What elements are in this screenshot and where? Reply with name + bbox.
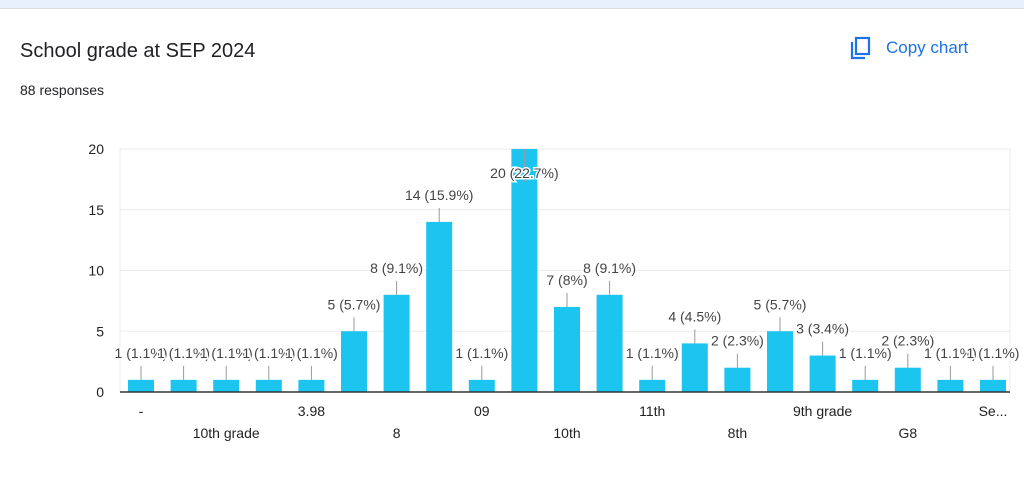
x-tick-label: 10th grade [193, 425, 260, 441]
copy-icon [850, 36, 871, 60]
copy-chart-label: Copy chart [886, 38, 969, 57]
data-label: 1 (1.1%) [967, 345, 1020, 361]
y-tick-label: 10 [88, 263, 104, 279]
bar [767, 331, 793, 392]
x-tick-label: 09 [474, 403, 490, 419]
bar [681, 343, 708, 392]
data-label: 1 (1.1%) [285, 345, 338, 361]
bar [554, 306, 580, 392]
x-tick-label: Se... [979, 403, 1008, 419]
top-band [0, 0, 1024, 9]
bar [511, 149, 538, 392]
y-tick-label: 5 [96, 323, 104, 339]
data-label: 4 (4.5%) [668, 308, 721, 324]
bar [724, 367, 751, 392]
bar [639, 379, 666, 392]
x-tick-label: 9th grade [793, 403, 852, 419]
chart-title: School grade at SEP 2024 [20, 40, 256, 62]
x-tick-label: 3.98 [298, 403, 325, 419]
bar [298, 379, 325, 392]
copy-chart-button[interactable]: Copy chart [850, 36, 968, 60]
bar [809, 355, 836, 392]
response-count: 88 responses [20, 82, 105, 98]
bar [894, 367, 921, 392]
bar [596, 294, 623, 392]
bar [170, 379, 197, 392]
bar [341, 331, 367, 392]
bar [937, 379, 964, 392]
data-label: 8 (9.1%) [370, 260, 423, 276]
x-tick-label: 8th [728, 425, 747, 441]
data-label: 8 (9.1%) [583, 260, 636, 276]
x-tick-label: 8 [393, 425, 401, 441]
data-label: 2 (2.3%) [881, 333, 934, 349]
y-tick-label: 0 [96, 384, 104, 400]
x-tick-label: G8 [898, 425, 917, 441]
data-label: 1 (1.1%) [115, 345, 168, 361]
data-label: 1 (1.1%) [455, 345, 508, 361]
data-label: 14 (15.9%) [405, 187, 473, 203]
data-label: 1 (1.1%) [839, 345, 892, 361]
x-tick-label: - [139, 403, 144, 419]
data-label: 20 (22.7%) [490, 165, 558, 181]
bar [980, 379, 1006, 392]
data-label: 1 (1.1%) [200, 345, 253, 361]
y-tick-label: 15 [88, 202, 104, 218]
data-label: 5 (5.7%) [328, 296, 381, 312]
data-label: 7 (8%) [546, 272, 587, 288]
bar [213, 379, 240, 392]
x-tick-label: 11th [639, 403, 665, 419]
bar [255, 379, 282, 392]
bar [383, 294, 410, 392]
bar [128, 379, 154, 392]
x-tick-label: 10th [553, 425, 580, 441]
data-label: 1 (1.1%) [242, 345, 295, 361]
data-label: 1 (1.1%) [626, 345, 679, 361]
data-label: 5 (5.7%) [754, 296, 807, 312]
bar [852, 379, 879, 392]
bar [426, 221, 453, 392]
bar [468, 379, 495, 392]
data-label: 1 (1.1%) [924, 345, 977, 361]
y-tick-label: 20 [88, 141, 104, 157]
data-label: 1 (1.1%) [157, 345, 210, 361]
data-label: 3 (3.4%) [796, 321, 849, 337]
data-label: 2 (2.3%) [711, 333, 764, 349]
